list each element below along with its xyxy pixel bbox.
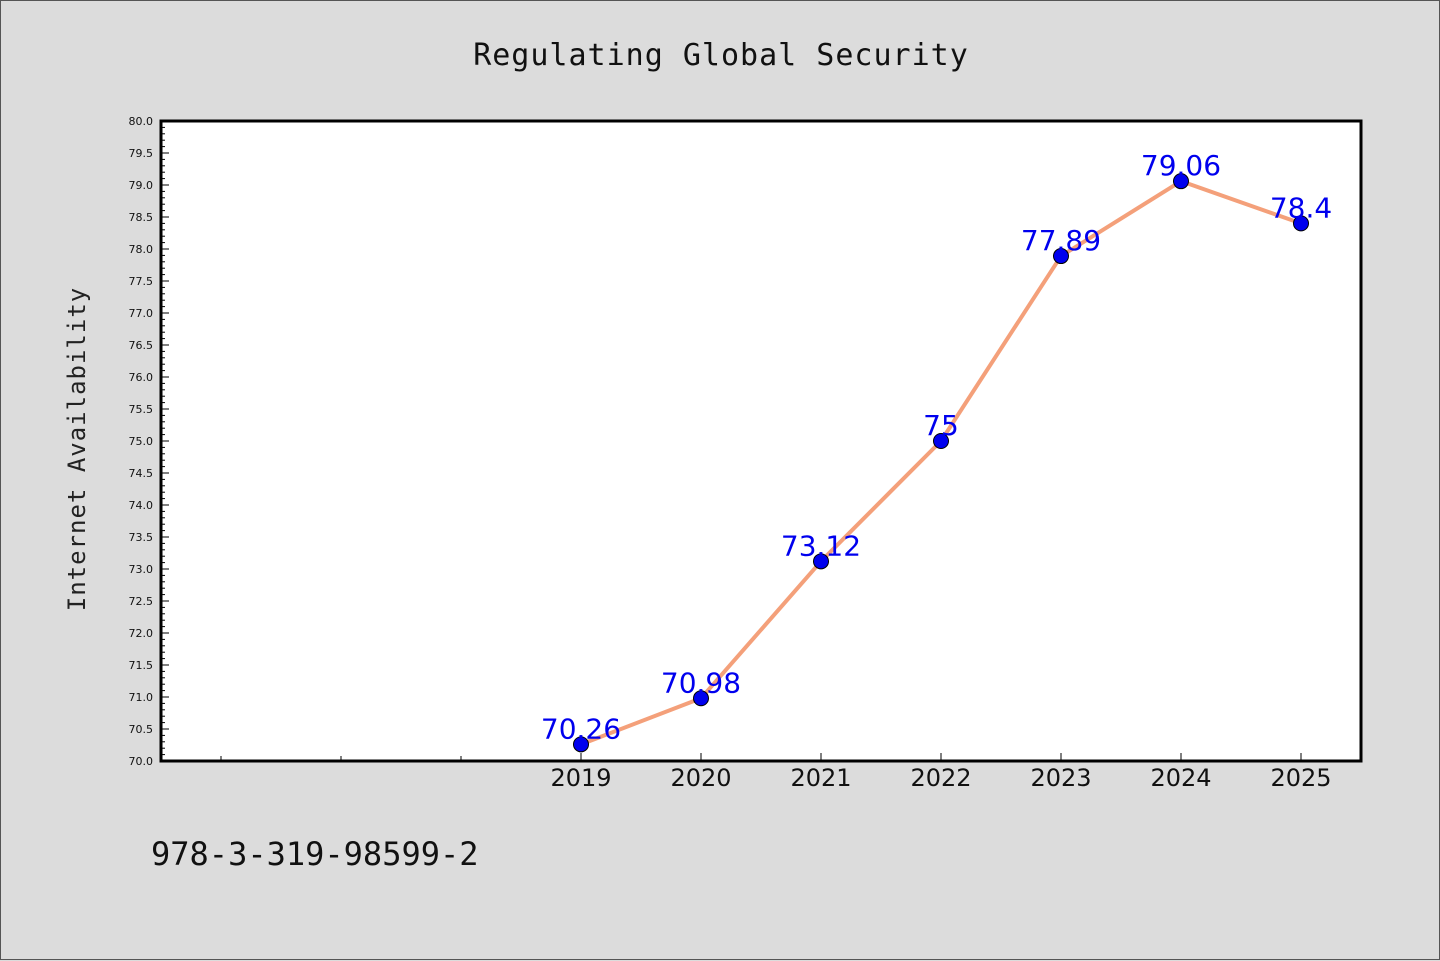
y-axis-label: Internet Availability (63, 287, 91, 611)
y-tick-label: 71.5 (129, 659, 154, 672)
y-tick-label: 75.0 (129, 435, 154, 448)
y-tick-label: 76.0 (129, 371, 154, 384)
x-tick-label: 2024 (1150, 764, 1211, 792)
x-tick-label: 2023 (1030, 764, 1091, 792)
x-tick-label: 2021 (790, 764, 851, 792)
series: 70.26 70.98 73.12 75 77.89 79.06 78.4 (541, 149, 1332, 753)
y-tick-label: 73.0 (129, 563, 154, 576)
data-label: 75 (923, 409, 959, 442)
x-tick-label: 2022 (910, 764, 971, 792)
x-tick-label: 2025 (1270, 764, 1331, 792)
y-tick-label: 77.0 (129, 307, 154, 320)
data-point (813, 553, 829, 570)
x-tick-label: 2019 (550, 764, 611, 792)
y-tick-label: 80.0 (129, 115, 154, 128)
y-tick-label: 76.5 (129, 339, 154, 352)
y-tick-label: 74.0 (129, 499, 154, 512)
y-tick-label: 79.0 (129, 179, 154, 192)
x-axis: 2019 2020 2021 2022 2023 2024 2025 (220, 753, 1332, 792)
data-label: 73.12 (781, 529, 861, 562)
y-tick-label: 70.0 (129, 755, 154, 768)
y-tick-label: 71.0 (129, 691, 154, 704)
data-point (1293, 215, 1309, 232)
data-point (693, 690, 709, 707)
y-tick-label: 74.5 (129, 467, 154, 480)
data-label: 79.06 (1141, 149, 1221, 182)
y-tick-label: 72.0 (129, 627, 154, 640)
x-tick-label: 2020 (670, 764, 731, 792)
plot-border (159, 119, 1363, 763)
data-point (1173, 173, 1189, 190)
data-point (933, 433, 949, 449)
data-label: 70.98 (661, 666, 741, 699)
plot-area (161, 121, 1361, 761)
data-label: 78.4 (1270, 191, 1332, 224)
y-tick-label: 77.5 (129, 275, 154, 288)
chart-title: Regulating Global Security (473, 38, 969, 73)
y-tick-label: 75.5 (129, 403, 154, 416)
y-tick-label: 70.5 (129, 723, 154, 736)
data-point (573, 736, 589, 753)
y-tick-label: 78.5 (129, 211, 154, 224)
data-point (1053, 248, 1069, 265)
y-tick-label: 72.5 (129, 595, 154, 608)
data-label: 77.89 (1021, 224, 1101, 257)
y-tick-label: 78.0 (129, 243, 154, 256)
y-tick-label: 79.5 (129, 147, 154, 160)
y-tick-label: 73.5 (129, 531, 154, 544)
data-label: 70.26 (541, 712, 621, 745)
footer-code: 978-3-319-98599-2 (151, 835, 479, 873)
